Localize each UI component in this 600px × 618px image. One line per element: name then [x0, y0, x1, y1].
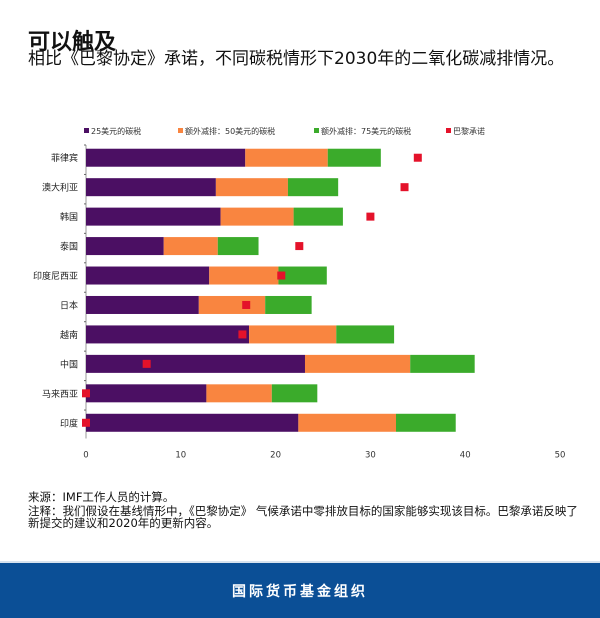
legend-swatch	[178, 128, 183, 133]
chart-subtitle: 相比《巴黎协定》承诺，不同碳税情形下2030年的二氧化碳减排情况。	[28, 49, 565, 69]
paris-pledge-marker	[238, 330, 247, 339]
legend-label: 巴黎承诺	[453, 126, 485, 136]
org-name: 国际货币基金组织	[232, 583, 368, 600]
x-tick-label: 20	[270, 451, 281, 461]
bar-segment	[86, 384, 207, 403]
bar-segment	[209, 266, 279, 285]
paris-pledge-marker	[82, 389, 90, 398]
bar-segment	[293, 207, 343, 226]
bar-segment	[220, 207, 294, 226]
bar-segment	[395, 413, 456, 432]
bar-segment	[298, 413, 396, 432]
paris-pledge-marker	[82, 418, 90, 427]
bar-segment	[86, 207, 221, 226]
category-label: 中国	[60, 358, 78, 370]
category-label: 澳大利亚	[42, 182, 78, 194]
x-tick-label: 10	[175, 451, 186, 461]
legend-swatch	[84, 128, 89, 133]
bar-segment	[163, 237, 218, 256]
bar-segment	[249, 325, 337, 344]
bar-segment	[86, 413, 299, 432]
paris-pledge-marker	[142, 359, 151, 368]
category-label: 越南	[60, 329, 78, 341]
category-label: 泰国	[60, 241, 78, 253]
bar-segment	[86, 148, 246, 167]
x-tick-label: 40	[460, 451, 471, 461]
bar-segment	[86, 325, 250, 344]
bar-segment	[278, 266, 327, 285]
paris-pledge-marker	[413, 153, 422, 162]
category-label: 印度尼西亚	[33, 270, 78, 282]
bar-segment	[86, 237, 164, 256]
paris-pledge-marker	[277, 271, 286, 280]
category-label: 印度	[60, 417, 78, 429]
bar-segment	[86, 266, 210, 285]
paris-pledge-marker	[400, 183, 409, 192]
chart-title: 可以触及	[28, 30, 117, 55]
bar-segment	[206, 384, 272, 403]
legend-swatch	[314, 128, 319, 133]
legend-label: 额外减排：50美元的碳税	[185, 126, 275, 136]
bar-segment	[265, 295, 312, 314]
source-note: 来源：IMF工作人员的计算。	[28, 490, 175, 504]
bar-segment	[287, 178, 339, 197]
category-label: 菲律宾	[51, 152, 78, 164]
bar-chart: 25美元的碳税 额外减排：50美元的碳税 额外减排：75美元的碳税 巴黎承诺菲律宾澳大…	[33, 126, 566, 461]
bar-segment	[86, 354, 305, 373]
category-label: 韩国	[60, 211, 78, 223]
bar-segment	[245, 148, 328, 167]
legend-label: 额外减排：75美元的碳税	[321, 126, 411, 136]
footnote: 注释：我们假设在基线情形中，《巴黎协定》 气候承诺中零排放目标的国家能够实现该目…	[28, 504, 578, 530]
paris-pledge-marker	[242, 300, 251, 309]
bar-segment	[198, 295, 266, 314]
bar-segment	[336, 325, 395, 344]
category-label: 马来西亚	[42, 389, 78, 400]
paris-pledge-marker	[295, 242, 304, 251]
bar-segment	[215, 178, 288, 197]
x-tick-label: 30	[365, 451, 376, 461]
notes: 来源：IMF工作人员的计算。 注释：我们假设在基线情形中，《巴黎协定》 气候承诺…	[28, 491, 578, 531]
bar-segment	[271, 384, 318, 403]
legend-label: 25美元的碳税	[91, 126, 141, 136]
bar-segment	[217, 237, 259, 256]
footer-banner: 国际货币基金组织	[0, 561, 600, 618]
paris-pledge-marker	[366, 212, 375, 221]
bar-segment	[304, 354, 411, 373]
bar-segment	[327, 148, 381, 167]
category-label: 日本	[60, 299, 78, 311]
bar-segment	[410, 354, 475, 373]
x-tick-label: 0	[83, 451, 88, 461]
bar-segment	[86, 178, 216, 197]
bar-segment	[86, 295, 199, 314]
legend-swatch	[446, 128, 451, 133]
x-tick-label: 50	[555, 451, 566, 461]
